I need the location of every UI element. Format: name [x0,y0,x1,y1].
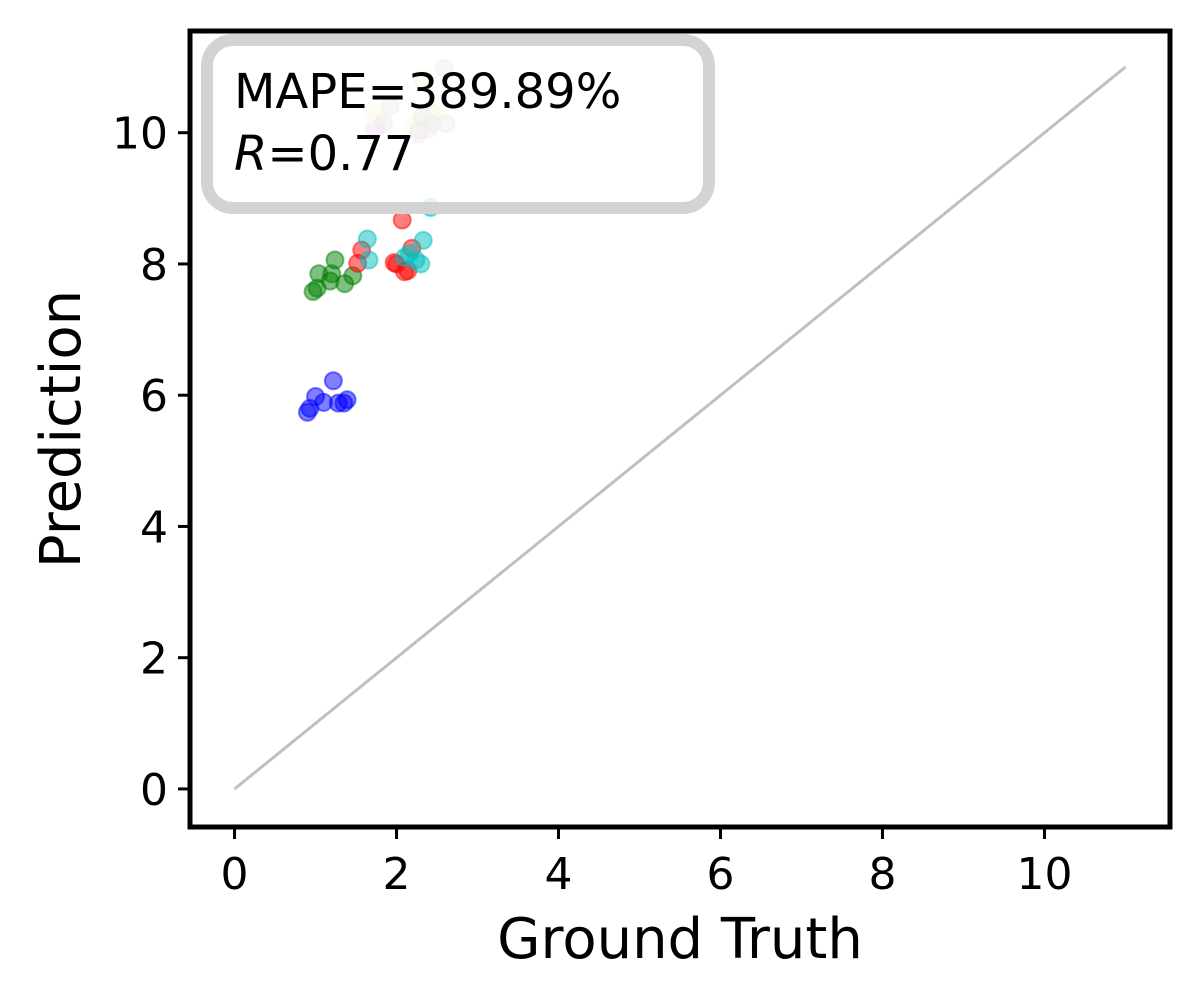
data-point [337,390,357,410]
plot-frame [187,28,1173,830]
x-tick-label: 0 [221,849,249,900]
r-value: =0.77 [267,126,414,182]
data-point [325,250,345,270]
data-point [411,254,431,274]
x-tick-label: 10 [1016,849,1072,900]
data-point [359,250,379,270]
y-tick-label: 8 [140,240,168,291]
y-tick-label: 0 [140,765,168,816]
data-point [392,210,412,230]
x-tick-label: 8 [868,849,896,900]
metrics-annotation: MAPE=389.89% R=0.77 [201,34,715,214]
x-tick-label: 2 [383,849,411,900]
data-point [413,230,433,250]
y-tick-label: 2 [140,634,168,685]
reference-line-layer [233,65,1127,791]
y-tick-label: 6 [140,371,168,422]
x-axis-ticks: 0 2 4 6 8 10 [221,827,1072,900]
y-tick-label: 10 [112,109,168,160]
y-tick-label: 4 [140,502,168,553]
mape-text: MAPE=389.89% [234,64,621,120]
y-axis-ticks: 0 2 4 6 8 10 [112,109,190,816]
r-symbol: R [234,126,267,182]
x-tick-label: 4 [545,849,573,900]
data-point [323,371,343,391]
annotation-frame [201,34,715,214]
identity-line [233,65,1127,791]
x-axis-label: Ground Truth [497,907,863,972]
r-text: R=0.77 [234,126,414,182]
data-point [357,229,377,249]
x-tick-label: 6 [706,849,734,900]
y-axis-label: Prediction [29,290,94,568]
